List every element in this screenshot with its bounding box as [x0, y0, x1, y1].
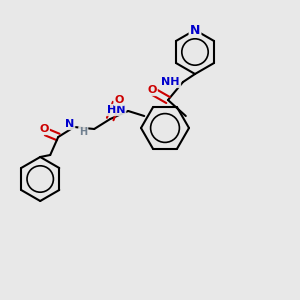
- Text: N: N: [65, 119, 74, 129]
- Text: O: O: [147, 85, 157, 95]
- Text: O: O: [40, 124, 49, 134]
- Text: NH: NH: [161, 77, 180, 87]
- Text: HN: HN: [107, 105, 125, 115]
- Text: H: H: [79, 127, 87, 137]
- Text: N: N: [190, 23, 200, 37]
- Text: O: O: [115, 95, 124, 105]
